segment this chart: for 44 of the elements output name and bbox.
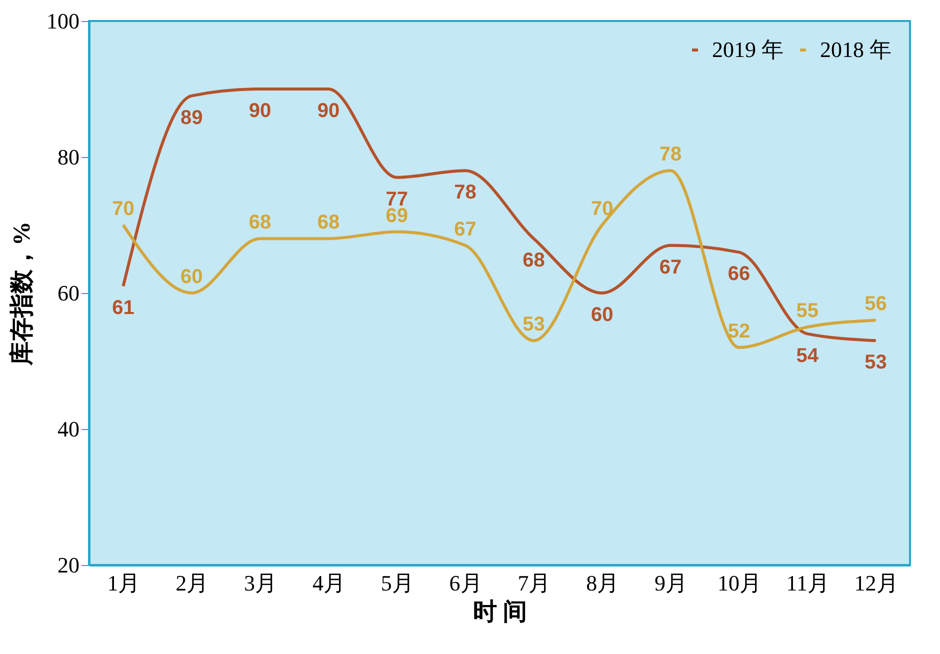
- x-tick-label: 9月: [654, 570, 688, 596]
- x-tick-label: 4月: [312, 570, 346, 596]
- data-label: 90: [317, 100, 340, 122]
- data-label: 53: [522, 314, 545, 336]
- x-tick-label: 11月: [786, 570, 830, 596]
- data-label: 89: [180, 106, 203, 129]
- x-tick-label: 6月: [449, 570, 482, 596]
- legend-label: 2018 年: [820, 37, 892, 62]
- x-tick-label: 2月: [176, 570, 209, 596]
- data-label: 55: [796, 300, 818, 322]
- x-axis-title: 时 间: [473, 598, 527, 626]
- data-label: 70: [591, 198, 614, 220]
- data-label: 61: [112, 297, 134, 320]
- x-tick-label: 10月: [717, 570, 762, 596]
- data-label: 68: [522, 250, 545, 272]
- data-label: 68: [317, 212, 340, 234]
- data-label: 60: [180, 266, 203, 288]
- x-tick-label: 7月: [518, 570, 551, 596]
- x-tick-label: 12月: [854, 570, 898, 596]
- data-label: 52: [728, 320, 750, 342]
- y-tick-label: 100: [46, 8, 80, 34]
- data-label: 78: [659, 144, 682, 166]
- y-tick-label: 80: [58, 144, 80, 170]
- data-label: 67: [454, 218, 476, 240]
- legend-label: 2019 年: [712, 37, 784, 62]
- data-label: 70: [112, 198, 134, 220]
- y-tick-label: 60: [58, 280, 80, 306]
- data-label: 66: [728, 263, 750, 286]
- data-label: 90: [248, 100, 272, 122]
- x-tick-label: 5月: [380, 570, 414, 596]
- data-label: 68: [248, 212, 272, 234]
- data-label: 69: [386, 204, 408, 227]
- y-tick-label: 40: [58, 416, 80, 442]
- x-tick-label: 1月: [107, 570, 140, 596]
- data-label: 78: [454, 182, 476, 204]
- data-label: 54: [796, 344, 820, 367]
- y-tick-label: 20: [58, 552, 80, 578]
- x-tick-label: 3月: [244, 570, 278, 596]
- data-label: 53: [864, 352, 887, 374]
- y-axis-title: 库存指数，%: [8, 222, 36, 366]
- data-label: 56: [864, 293, 887, 316]
- x-tick-label: 8月: [586, 570, 620, 596]
- data-label: 60: [591, 304, 614, 326]
- data-label: 67: [659, 256, 682, 278]
